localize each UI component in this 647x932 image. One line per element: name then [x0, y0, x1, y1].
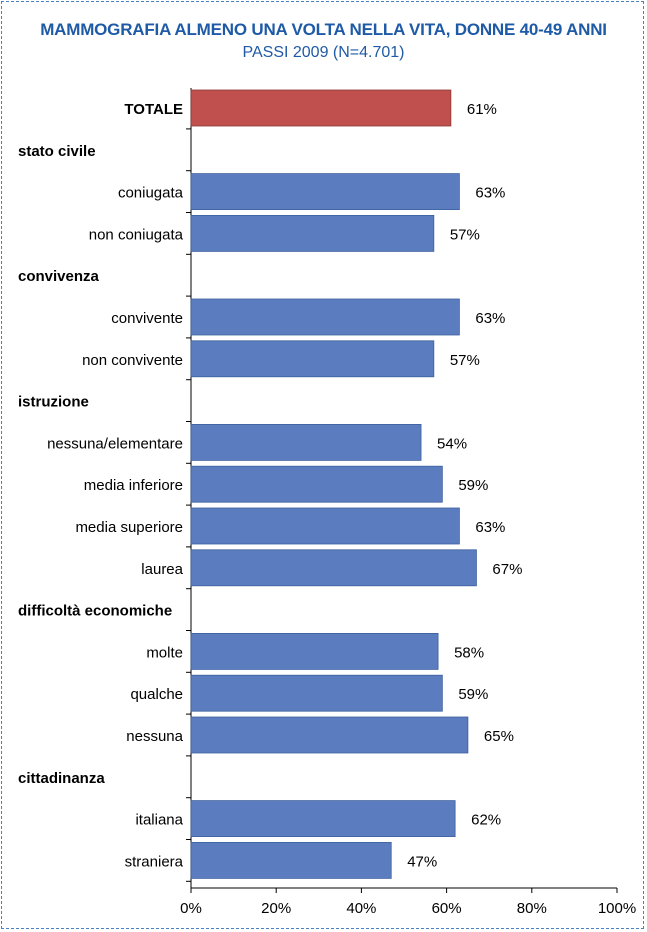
x-tick-label: 20%	[261, 900, 291, 917]
value-label: 63%	[475, 310, 505, 327]
chart-subtitle: PASSI 2009 (N=4.701)	[242, 44, 405, 61]
value-label: 57%	[450, 226, 480, 243]
category-label: nessuna/elementare	[47, 435, 183, 452]
group-label: difficoltà economiche	[18, 603, 172, 620]
value-label: 65%	[484, 728, 514, 745]
bar	[190, 549, 477, 587]
x-tick-label: 100%	[598, 900, 636, 917]
bar	[190, 842, 392, 879]
x-tick-label: 80%	[517, 900, 547, 917]
bar	[190, 340, 435, 378]
bar	[190, 633, 439, 670]
bar	[190, 800, 456, 837]
x-tick-label: 40%	[346, 900, 376, 917]
group-label: istruzione	[18, 394, 89, 411]
bar	[190, 298, 460, 336]
category-label: qualche	[130, 686, 183, 703]
group-label: convivenza	[18, 268, 100, 285]
bar	[190, 674, 443, 712]
value-label: 63%	[475, 185, 505, 202]
bar	[190, 423, 422, 461]
value-label: 54%	[437, 435, 467, 452]
value-label: 67%	[492, 561, 522, 578]
value-label: 61%	[467, 101, 497, 118]
value-label: 58%	[454, 644, 484, 661]
category-label: molte	[146, 644, 183, 661]
value-label: 59%	[458, 686, 488, 703]
group-label: stato civile	[18, 143, 96, 160]
x-tick-label: 0%	[180, 900, 202, 917]
chart-title: MAMMOGRAFIA ALMENO UNA VOLTA NELLA VITA,…	[40, 20, 607, 39]
category-label: non convivente	[82, 352, 183, 369]
bar	[190, 507, 460, 545]
category-label: italiana	[135, 812, 183, 829]
category-label: convivente	[111, 310, 183, 327]
category-label: nessuna	[126, 728, 183, 745]
category-label: media inferiore	[84, 477, 183, 494]
value-label: 57%	[450, 352, 480, 369]
category-label: non coniugata	[89, 226, 184, 243]
value-label: 59%	[458, 477, 488, 494]
x-tick-label: 60%	[432, 900, 462, 917]
category-label: laurea	[141, 561, 183, 578]
bar	[190, 214, 435, 252]
total-bar	[190, 89, 452, 127]
value-label: 47%	[407, 853, 437, 870]
bar	[190, 465, 443, 503]
category-label: straniera	[125, 853, 184, 870]
total-label: TOTALE	[124, 101, 183, 118]
bar	[190, 173, 460, 211]
value-label: 63%	[475, 519, 505, 536]
category-label: coniugata	[118, 185, 184, 202]
category-label: media superiore	[75, 519, 183, 536]
group-label: cittadinanza	[18, 770, 105, 787]
value-label: 62%	[471, 812, 501, 829]
bar	[190, 716, 469, 754]
